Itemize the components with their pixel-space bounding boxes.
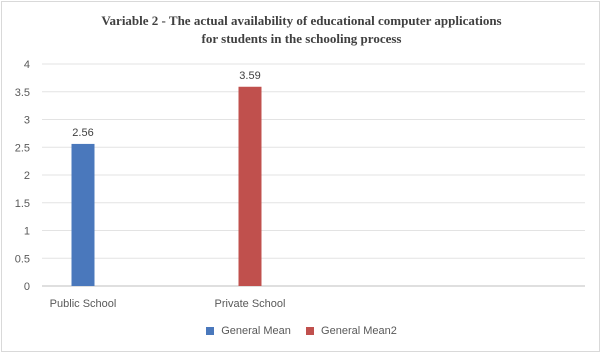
chart-title-line-2: for students in the schooling process [201,31,402,46]
chart-title: Variable 2 - The actual availability of … [0,12,603,48]
bars [71,86,262,286]
chart-legend: General Mean General Mean2 [0,325,603,337]
y-tick-label: 1 [24,226,30,238]
y-tick-label: 0.5 [15,253,30,265]
legend-item-general-mean2: General Mean2 [305,325,397,337]
legend-label-general-mean2: General Mean2 [321,325,397,337]
y-tick-label: 2.5 [15,142,30,154]
legend-label-general-mean: General Mean [221,325,291,337]
x-axis-categories: Public School Private School [50,298,286,310]
y-tick-label: 3.5 [15,87,30,99]
chart-title-line-1: Variable 2 - The actual availability of … [101,13,502,28]
x-category-label: Public School [50,298,117,310]
gridlines [42,63,585,287]
y-tick-label: 0 [24,281,30,293]
data-label: 3.59 [239,70,260,82]
y-tick-label: 2 [24,170,30,182]
data-labels: 2.56 3.59 [72,70,260,139]
legend-swatch-red [305,327,314,335]
y-tick-label: 4 [24,59,30,71]
bar-public-school [71,143,95,286]
y-axis-ticks: 0 0.5 1 1.5 2 2.5 3 3.5 4 [15,59,30,293]
bar-private-school [238,86,262,286]
x-category-label: Private School [215,298,286,310]
legend-swatch-blue [206,327,215,335]
legend-item-general-mean: General Mean [206,325,291,337]
y-tick-label: 1.5 [15,198,30,210]
y-tick-label: 3 [24,115,30,127]
data-label: 2.56 [72,127,93,139]
chart-plot: 0 0.5 1 1.5 2 2.5 3 3.5 4 2.56 3.59 Public School… [15,59,585,310]
